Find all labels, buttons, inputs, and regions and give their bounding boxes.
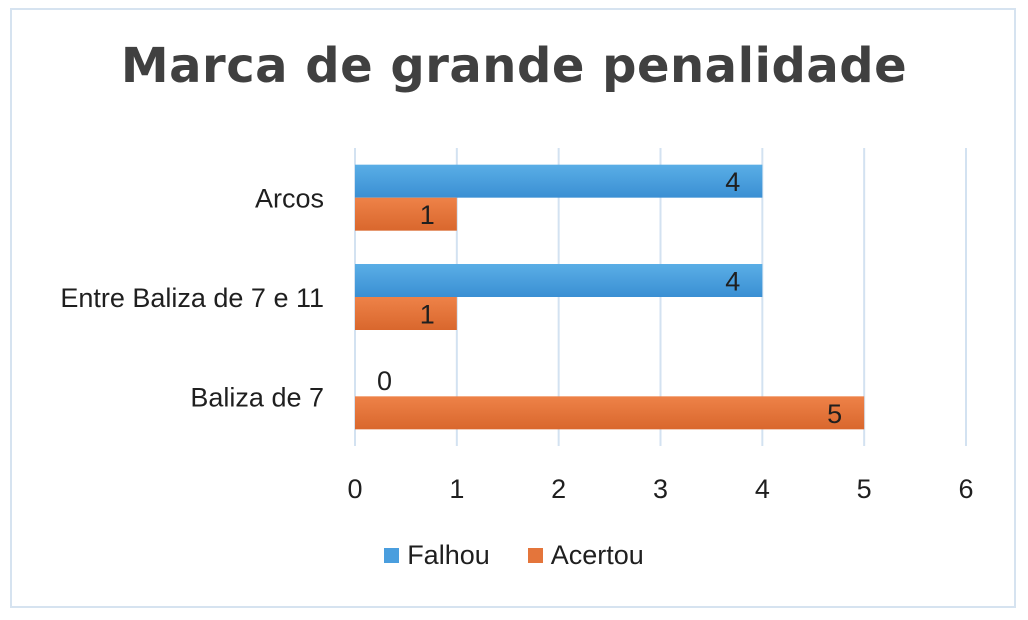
y-category-label: Baliza de 7 bbox=[190, 382, 324, 412]
y-category-label: Arcos bbox=[255, 184, 324, 214]
bar-acertou bbox=[355, 197, 457, 231]
x-tick-label: 3 bbox=[653, 474, 668, 504]
legend-label-acertou: Acertou bbox=[550, 540, 644, 570]
data-label: 5 bbox=[827, 399, 842, 429]
chart-title: Marca de grande penalidade bbox=[120, 38, 908, 94]
legend-item-falhou: Falhou bbox=[384, 540, 490, 571]
x-tick-label: 6 bbox=[958, 474, 973, 504]
x-tick-label: 0 bbox=[347, 474, 362, 504]
legend-item-acertou: Acertou bbox=[527, 540, 644, 571]
bar-falhou bbox=[355, 164, 763, 198]
data-label: 1 bbox=[420, 300, 435, 330]
chart-legend: Falhou Acertou bbox=[0, 540, 1028, 571]
x-tick-label: 1 bbox=[449, 474, 464, 504]
legend-swatch-acertou bbox=[527, 548, 543, 563]
data-label: 0 bbox=[377, 366, 392, 396]
x-tick-label: 5 bbox=[857, 474, 872, 504]
bar-falhou bbox=[355, 264, 763, 297]
data-label: 4 bbox=[725, 267, 740, 297]
x-tick-label: 2 bbox=[551, 474, 566, 504]
chart-frame bbox=[10, 8, 1016, 608]
bar-acertou bbox=[355, 396, 865, 430]
data-label: 4 bbox=[725, 167, 740, 197]
data-label: 1 bbox=[420, 200, 435, 230]
legend-label-falhou: Falhou bbox=[407, 540, 490, 570]
x-tick-label: 4 bbox=[755, 474, 770, 504]
bar-acertou bbox=[355, 297, 457, 330]
legend-swatch-falhou bbox=[384, 548, 400, 563]
y-category-label: Entre Baliza de 7 e 11 bbox=[60, 283, 324, 313]
